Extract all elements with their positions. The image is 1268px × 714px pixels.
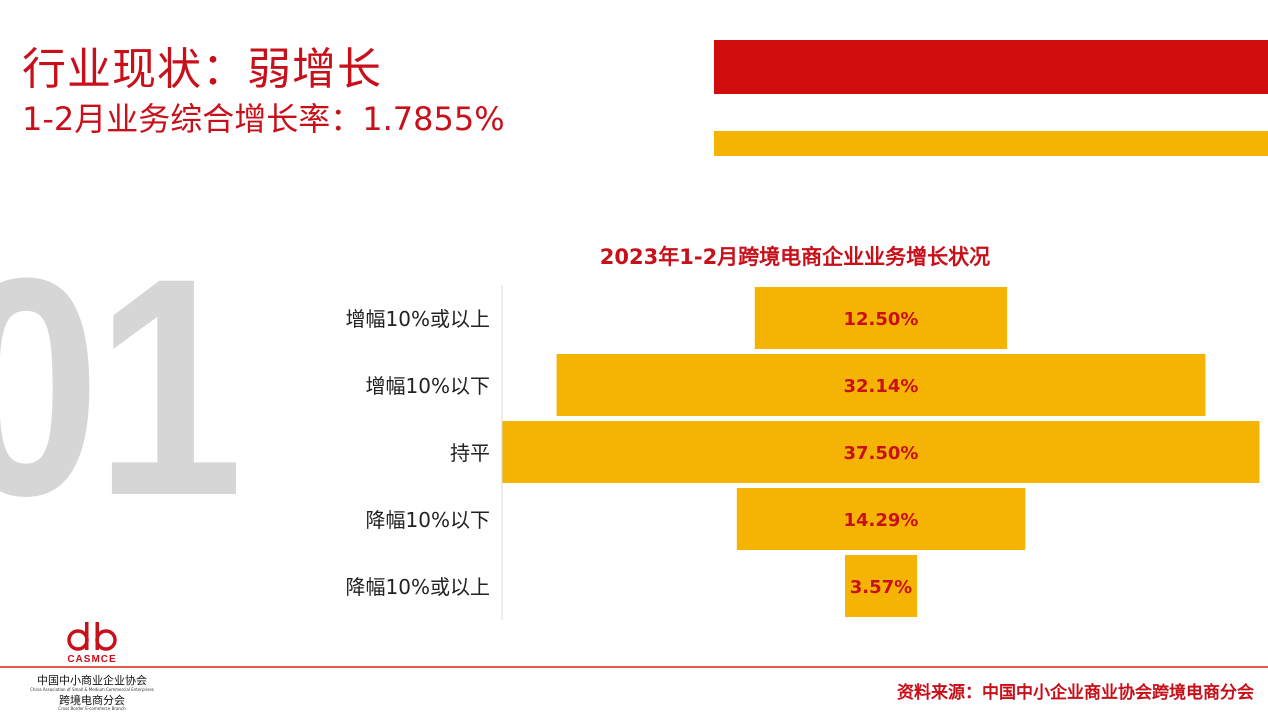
funnel-bar (556, 354, 1206, 416)
logo-name-en: China Association of Small & Medium Comm… (30, 687, 154, 692)
source-note: 资料来源：中国中小企业商业协会跨境电商分会 (897, 683, 1254, 703)
bar-value-label: 32.14% (844, 376, 919, 397)
page-title: 行业现状：弱增长 (22, 44, 382, 95)
footer-divider (0, 666, 1268, 668)
bar-value-label: 14.29% (844, 510, 919, 531)
section-number: 01 (0, 213, 243, 560)
funnel-bar (736, 488, 1026, 550)
casmce-logo: CASMCE 中国中小商业企业协会 China Association of S… (22, 618, 162, 712)
bar-value-label: 12.50% (844, 309, 919, 330)
funnel-bar (845, 555, 918, 617)
decorative-red-band (714, 40, 1268, 94)
bar-value-label: 3.57% (850, 577, 912, 598)
casmce-logo-icon (67, 622, 117, 651)
bar-value-label: 37.50% (844, 443, 919, 464)
funnel-bar (502, 421, 1260, 483)
chart-title: 2023年1-2月跨境电商企业业务增长状况 (599, 245, 991, 269)
decorative-yellow-band (714, 131, 1268, 156)
category-label: 降幅10%或以上 (346, 575, 490, 599)
logo-branch-en: Cross Border E-commerce Branch (58, 706, 126, 711)
category-label: 增幅10%或以上 (346, 307, 490, 331)
category-label: 降幅10%以下 (366, 508, 490, 532)
funnel-bar (754, 287, 1008, 349)
logo-branch-cn: 跨境电商分会 (59, 694, 125, 707)
logo-name-cn: 中国中小商业企业协会 (37, 674, 147, 687)
logo-abbr: CASMCE (67, 654, 117, 665)
category-label: 增幅10%以下 (366, 374, 490, 398)
category-label: 持平 (450, 441, 490, 465)
page-subtitle: 1-2月业务综合增长率：1.7855% (22, 100, 505, 138)
